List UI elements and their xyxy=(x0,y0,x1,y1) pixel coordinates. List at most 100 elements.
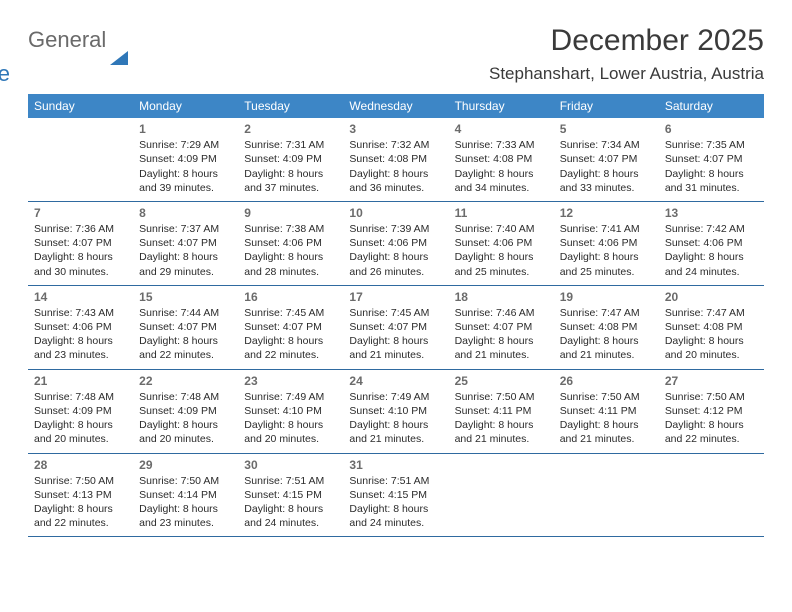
day-number: 3 xyxy=(349,121,442,137)
calendar-day: 7Sunrise: 7:36 AMSunset: 4:07 PMDaylight… xyxy=(28,201,133,285)
day-header: Tuesday xyxy=(238,94,343,118)
day-number: 2 xyxy=(244,121,337,137)
calendar-day: 14Sunrise: 7:43 AMSunset: 4:06 PMDayligh… xyxy=(28,285,133,369)
day-number: 1 xyxy=(139,121,232,137)
daylight-line: Daylight: 8 hours and 21 minutes. xyxy=(560,418,653,446)
calendar-day: 24Sunrise: 7:49 AMSunset: 4:10 PMDayligh… xyxy=(343,369,448,453)
sunset-line: Sunset: 4:13 PM xyxy=(34,488,127,502)
calendar-day: 10Sunrise: 7:39 AMSunset: 4:06 PMDayligh… xyxy=(343,201,448,285)
daylight-line: Daylight: 8 hours and 37 minutes. xyxy=(244,167,337,195)
sunrise-line: Sunrise: 7:47 AM xyxy=(560,306,653,320)
day-number: 23 xyxy=(244,373,337,389)
sunset-line: Sunset: 4:07 PM xyxy=(349,320,442,334)
sunset-line: Sunset: 4:09 PM xyxy=(139,152,232,166)
sail-icon xyxy=(110,51,128,65)
calendar-day-blank xyxy=(554,453,659,537)
sunset-line: Sunset: 4:08 PM xyxy=(455,152,548,166)
sunset-line: Sunset: 4:06 PM xyxy=(560,236,653,250)
calendar-table: SundayMondayTuesdayWednesdayThursdayFrid… xyxy=(28,94,764,537)
title-block: December 2025 Stephanshart, Lower Austri… xyxy=(489,24,764,84)
sunset-line: Sunset: 4:07 PM xyxy=(139,320,232,334)
daylight-line: Daylight: 8 hours and 22 minutes. xyxy=(139,334,232,362)
calendar-day-blank xyxy=(659,453,764,537)
day-number: 12 xyxy=(560,205,653,221)
calendar-day: 15Sunrise: 7:44 AMSunset: 4:07 PMDayligh… xyxy=(133,285,238,369)
calendar-day: 26Sunrise: 7:50 AMSunset: 4:11 PMDayligh… xyxy=(554,369,659,453)
location-label: Stephanshart, Lower Austria, Austria xyxy=(489,64,764,84)
day-number: 31 xyxy=(349,457,442,473)
day-number: 17 xyxy=(349,289,442,305)
sunrise-line: Sunrise: 7:35 AM xyxy=(665,138,758,152)
calendar-day: 18Sunrise: 7:46 AMSunset: 4:07 PMDayligh… xyxy=(449,285,554,369)
daylight-line: Daylight: 8 hours and 23 minutes. xyxy=(34,334,127,362)
sunset-line: Sunset: 4:09 PM xyxy=(34,404,127,418)
daylight-line: Daylight: 8 hours and 29 minutes. xyxy=(139,250,232,278)
daylight-line: Daylight: 8 hours and 22 minutes. xyxy=(244,334,337,362)
daylight-line: Daylight: 8 hours and 20 minutes. xyxy=(139,418,232,446)
sunrise-line: Sunrise: 7:29 AM xyxy=(139,138,232,152)
sunrise-line: Sunrise: 7:48 AM xyxy=(34,390,127,404)
calendar-day: 9Sunrise: 7:38 AMSunset: 4:06 PMDaylight… xyxy=(238,201,343,285)
sunset-line: Sunset: 4:12 PM xyxy=(665,404,758,418)
calendar-day: 31Sunrise: 7:51 AMSunset: 4:15 PMDayligh… xyxy=(343,453,448,537)
day-number: 4 xyxy=(455,121,548,137)
sunset-line: Sunset: 4:08 PM xyxy=(560,320,653,334)
daylight-line: Daylight: 8 hours and 21 minutes. xyxy=(349,418,442,446)
sunrise-line: Sunrise: 7:51 AM xyxy=(244,474,337,488)
calendar-day: 28Sunrise: 7:50 AMSunset: 4:13 PMDayligh… xyxy=(28,453,133,537)
calendar-day: 12Sunrise: 7:41 AMSunset: 4:06 PMDayligh… xyxy=(554,201,659,285)
day-number: 7 xyxy=(34,205,127,221)
sunset-line: Sunset: 4:07 PM xyxy=(455,320,548,334)
sunrise-line: Sunrise: 7:50 AM xyxy=(34,474,127,488)
daylight-line: Daylight: 8 hours and 25 minutes. xyxy=(455,250,548,278)
sunset-line: Sunset: 4:15 PM xyxy=(349,488,442,502)
day-number: 8 xyxy=(139,205,232,221)
sunrise-line: Sunrise: 7:44 AM xyxy=(139,306,232,320)
sunset-line: Sunset: 4:07 PM xyxy=(560,152,653,166)
calendar-week: 21Sunrise: 7:48 AMSunset: 4:09 PMDayligh… xyxy=(28,369,764,453)
calendar-week: 1Sunrise: 7:29 AMSunset: 4:09 PM Daylight… xyxy=(28,118,764,201)
header: General Blue December 2025 Stephanshart,… xyxy=(28,24,764,84)
sunrise-line: Sunrise: 7:32 AM xyxy=(349,138,442,152)
daylight-line: Daylight: 8 hours and 21 minutes. xyxy=(455,418,548,446)
sunset-line: Sunset: 4:14 PM xyxy=(139,488,232,502)
daylight-line: Daylight: 8 hours and 24 minutes. xyxy=(665,250,758,278)
sunrise-line: Sunrise: 7:49 AM xyxy=(244,390,337,404)
calendar-day: 8Sunrise: 7:37 AMSunset: 4:07 PMDaylight… xyxy=(133,201,238,285)
day-number: 29 xyxy=(139,457,232,473)
day-number: 10 xyxy=(349,205,442,221)
calendar-body: 1Sunrise: 7:29 AMSunset: 4:09 PMDaylight… xyxy=(28,118,764,537)
calendar-day: 6Sunrise: 7:35 AMSunset: 4:07 PMDaylight… xyxy=(659,118,764,201)
daylight-line: Daylight: 8 hours and 20 minutes. xyxy=(244,418,337,446)
day-number: 6 xyxy=(665,121,758,137)
daylight-line: Daylight: 8 hours and 21 minutes. xyxy=(560,334,653,362)
calendar-day: 25Sunrise: 7:50 AMSunset: 4:11 PMDayligh… xyxy=(449,369,554,453)
calendar-day: 4Sunrise: 7:33 AMSunset: 4:08 PMDaylight… xyxy=(449,118,554,201)
day-number: 9 xyxy=(244,205,337,221)
calendar-day: 30Sunrise: 7:51 AMSunset: 4:15 PMDayligh… xyxy=(238,453,343,537)
sunrise-line: Sunrise: 7:34 AM xyxy=(560,138,653,152)
page-title: December 2025 xyxy=(489,24,764,58)
calendar-day: 22Sunrise: 7:48 AMSunset: 4:09 PMDayligh… xyxy=(133,369,238,453)
sunset-line: Sunset: 4:07 PM xyxy=(139,236,232,250)
day-number: 25 xyxy=(455,373,548,389)
calendar-day: 20Sunrise: 7:47 AMSunset: 4:08 PMDayligh… xyxy=(659,285,764,369)
day-of-week-row: SundayMondayTuesdayWednesdayThursdayFrid… xyxy=(28,94,764,118)
calendar-day: 17Sunrise: 7:45 AMSunset: 4:07 PMDayligh… xyxy=(343,285,448,369)
sunset-line: Sunset: 4:06 PM xyxy=(665,236,758,250)
day-number: 24 xyxy=(349,373,442,389)
day-number: 20 xyxy=(665,289,758,305)
sunrise-line: Sunrise: 7:45 AM xyxy=(349,306,442,320)
calendar-day: 3Sunrise: 7:32 AMSunset: 4:08 PMDaylight… xyxy=(343,118,448,201)
logo: General Blue xyxy=(28,30,128,84)
day-number: 30 xyxy=(244,457,337,473)
day-number: 21 xyxy=(34,373,127,389)
sunrise-line: Sunrise: 7:49 AM xyxy=(349,390,442,404)
sunrise-line: Sunrise: 7:41 AM xyxy=(560,222,653,236)
daylight-line: Daylight: 8 hours and 26 minutes. xyxy=(349,250,442,278)
day-number: 16 xyxy=(244,289,337,305)
sunrise-line: Sunrise: 7:50 AM xyxy=(560,390,653,404)
calendar-day: 27Sunrise: 7:50 AMSunset: 4:12 PMDayligh… xyxy=(659,369,764,453)
daylight-line: Daylight: 8 hours and 36 minutes. xyxy=(349,167,442,195)
daylight-line: Daylight: 8 hours and 20 minutes. xyxy=(34,418,127,446)
